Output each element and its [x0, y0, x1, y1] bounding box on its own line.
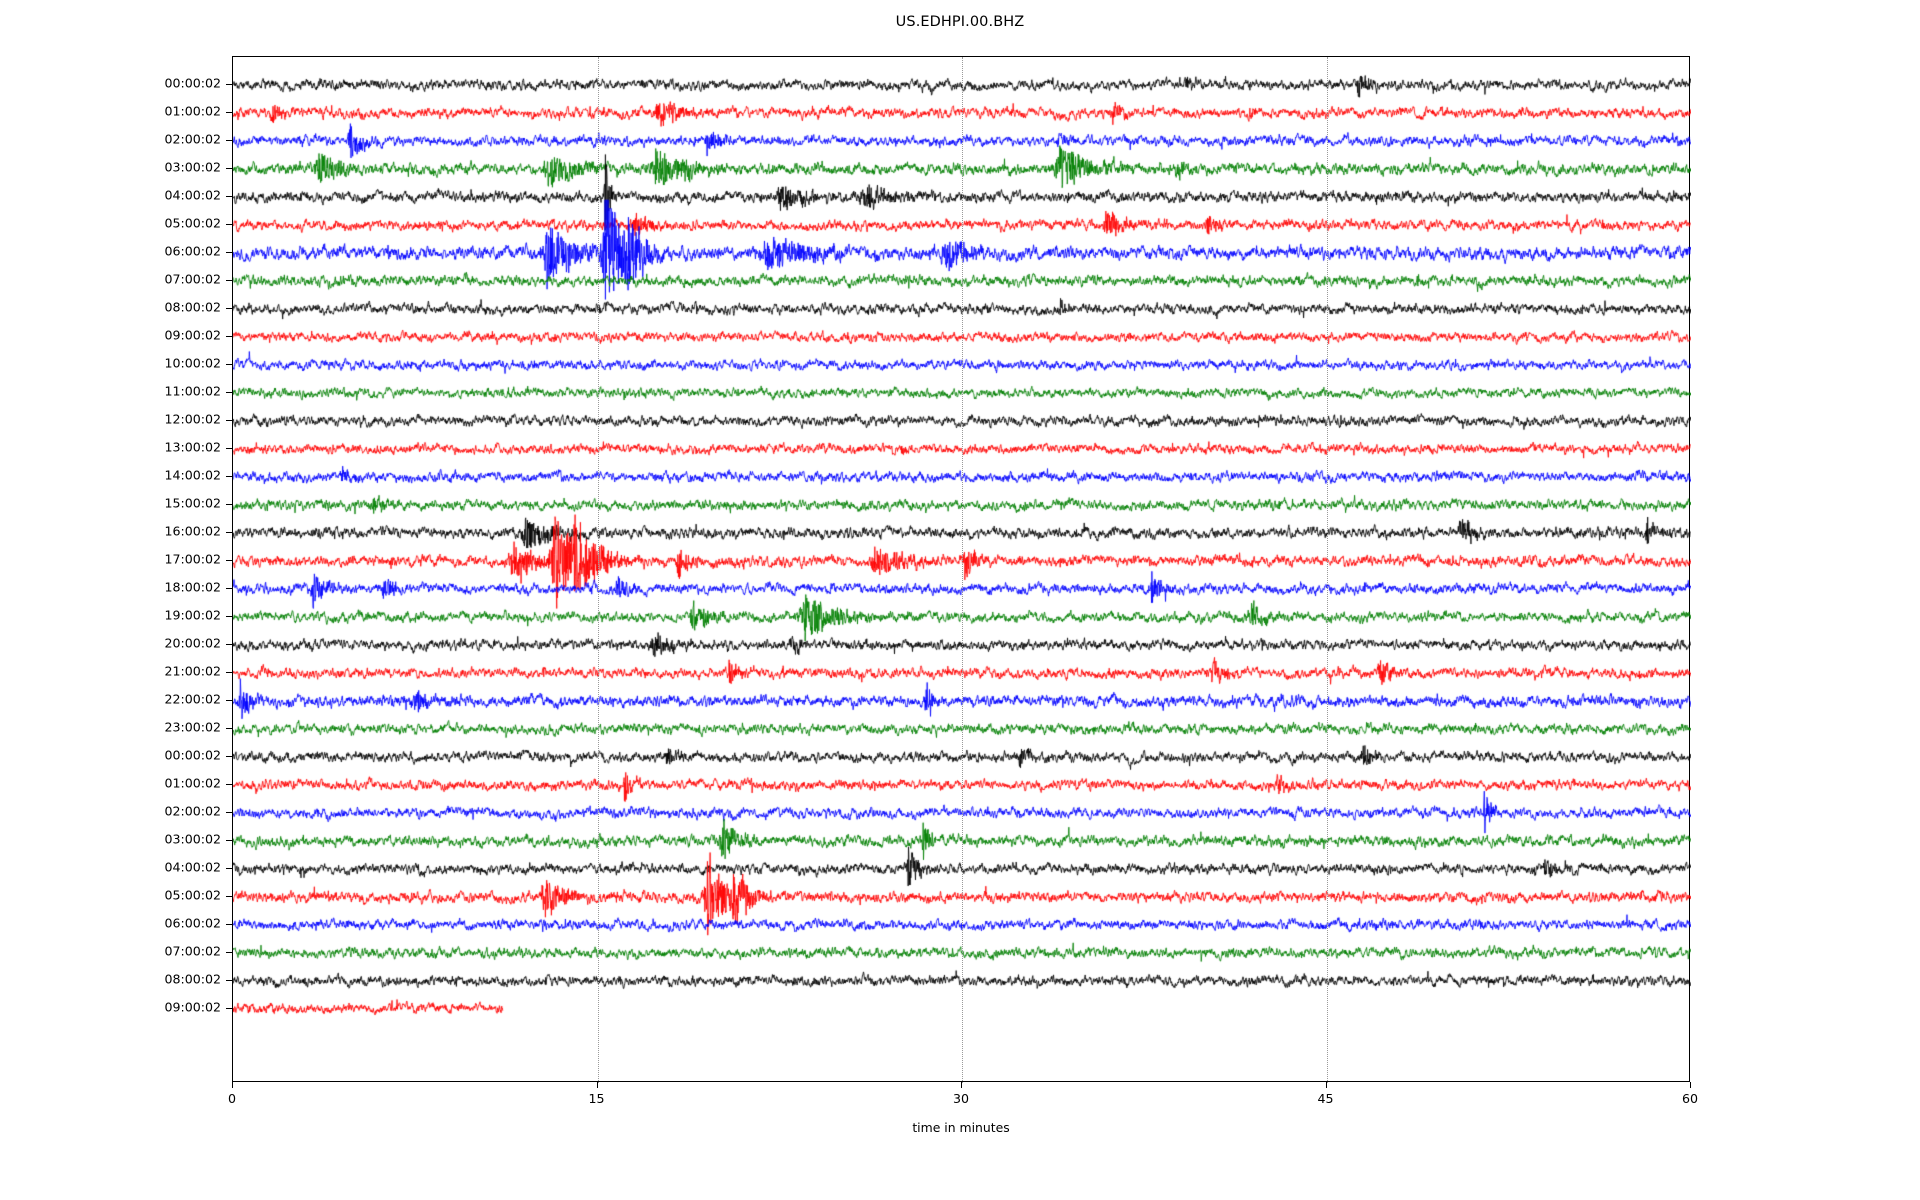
- y-tick-mark-12: [226, 420, 232, 421]
- y-tick-mark-26: [226, 812, 232, 813]
- y-tick-mark-17: [226, 560, 232, 561]
- y-tick-label-16: 16:00:02: [164, 523, 221, 539]
- gridline-15: [597, 57, 599, 1083]
- y-tick-mark-10: [226, 364, 232, 365]
- y-tick-label-15: 15:00:02: [164, 495, 221, 511]
- x-tick-label-60: 60: [1681, 1091, 1699, 1106]
- y-tick-label-28: 04:00:02: [164, 859, 221, 875]
- x-tick-label-15: 15: [588, 1091, 605, 1106]
- y-tick-label-31: 07:00:02: [164, 943, 221, 959]
- y-tick-label-33: 09:00:02: [164, 999, 221, 1015]
- x-tick-mark-0: [232, 1082, 233, 1088]
- plot-axes: [232, 56, 1691, 1083]
- y-tick-mark-27: [226, 840, 232, 841]
- y-tick-label-12: 12:00:02: [164, 411, 221, 427]
- y-tick-label-13: 13:00:02: [164, 439, 221, 455]
- y-tick-label-27: 03:00:02: [164, 831, 221, 847]
- y-tick-label-19: 19:00:02: [164, 607, 221, 623]
- x-tick-mark-45: [1325, 1082, 1327, 1088]
- y-tick-mark-20: [226, 644, 232, 645]
- y-tick-mark-23: [226, 728, 232, 729]
- y-tick-mark-4: [226, 196, 232, 197]
- y-tick-label-18: 18:00:02: [164, 579, 221, 595]
- y-tick-label-22: 22:00:02: [164, 691, 221, 707]
- y-tick-label-9: 09:00:02: [164, 327, 221, 343]
- y-tick-mark-16: [226, 532, 232, 533]
- gridline-45: [1326, 57, 1328, 1083]
- y-tick-mark-25: [226, 784, 232, 785]
- y-tick-mark-2: [226, 140, 232, 141]
- y-tick-label-4: 04:00:02: [164, 187, 221, 203]
- y-tick-mark-30: [226, 924, 232, 925]
- y-tick-label-0: 00:00:02: [164, 75, 221, 91]
- y-tick-mark-8: [226, 308, 232, 309]
- gridline-30: [962, 57, 963, 1083]
- y-tick-label-21: 21:00:02: [164, 663, 221, 679]
- y-tick-mark-7: [226, 280, 232, 281]
- x-tick-mark-30: [961, 1082, 962, 1088]
- x-tick-label-30: 30: [952, 1091, 970, 1106]
- y-tick-label-10: 10:00:02: [164, 355, 221, 371]
- y-tick-mark-28: [226, 868, 232, 869]
- x-tick-mark-60: [1690, 1082, 1691, 1088]
- x-tick-mark-15: [596, 1082, 598, 1088]
- y-tick-label-6: 06:00:02: [164, 243, 221, 259]
- y-tick-mark-24: [226, 756, 232, 757]
- x-tick-label-0: 0: [227, 1091, 237, 1106]
- y-tick-label-30: 06:00:02: [164, 915, 221, 931]
- y-tick-label-7: 07:00:02: [164, 271, 221, 287]
- y-tick-mark-13: [226, 448, 232, 449]
- y-tick-mark-31: [226, 952, 232, 953]
- y-tick-label-8: 08:00:02: [164, 299, 221, 315]
- y-tick-label-23: 23:00:02: [164, 719, 221, 735]
- y-tick-label-29: 05:00:02: [164, 887, 221, 903]
- y-tick-label-20: 20:00:02: [164, 635, 221, 651]
- y-tick-mark-1: [226, 112, 232, 113]
- y-tick-label-3: 03:00:02: [164, 159, 221, 175]
- y-tick-label-32: 08:00:02: [164, 971, 221, 987]
- y-tick-mark-15: [226, 504, 232, 505]
- y-tick-label-24: 00:00:02: [164, 747, 221, 763]
- y-tick-mark-29: [226, 896, 232, 897]
- y-tick-mark-3: [226, 168, 232, 169]
- y-tick-label-1: 01:00:02: [164, 103, 221, 119]
- y-tick-label-14: 14:00:02: [164, 467, 221, 483]
- y-tick-mark-0: [226, 84, 232, 85]
- y-tick-mark-6: [226, 252, 232, 253]
- y-tick-label-17: 17:00:02: [164, 551, 221, 567]
- y-tick-label-5: 05:00:02: [164, 215, 221, 231]
- y-tick-label-11: 11:00:02: [164, 383, 221, 399]
- y-tick-label-26: 02:00:02: [164, 803, 221, 819]
- x-tick-label-45: 45: [1317, 1091, 1334, 1106]
- y-tick-mark-22: [226, 700, 232, 701]
- y-tick-label-2: 02:00:02: [164, 131, 221, 147]
- y-tick-mark-18: [226, 588, 232, 589]
- y-tick-mark-21: [226, 672, 232, 673]
- page-title: US.EDHPI.00.BHZ: [895, 14, 1025, 30]
- y-tick-mark-9: [226, 336, 232, 337]
- x-axis-label: time in minutes: [912, 1120, 1010, 1135]
- y-tick-mark-19: [226, 616, 232, 617]
- y-tick-mark-14: [226, 476, 232, 477]
- y-tick-mark-33: [226, 1008, 232, 1009]
- y-tick-mark-5: [226, 224, 232, 225]
- y-tick-mark-11: [226, 392, 232, 393]
- y-tick-label-25: 01:00:02: [164, 775, 221, 791]
- y-tick-mark-32: [226, 980, 232, 981]
